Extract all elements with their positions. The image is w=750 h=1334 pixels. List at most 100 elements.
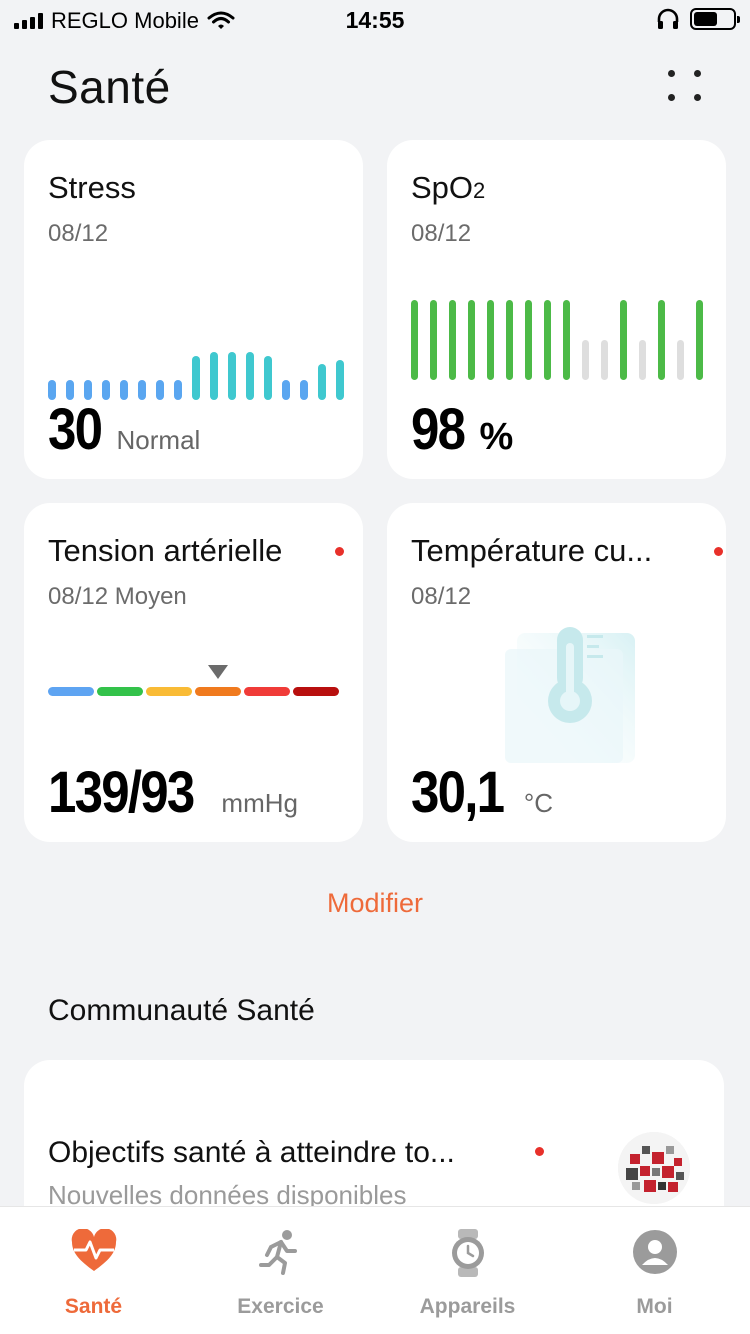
stress-date: 08/12 (48, 220, 109, 247)
carrier-name: REGLO Mobile (51, 8, 199, 33)
temperature-card[interactable]: Température cu... 08/12 30,1 °C (387, 503, 726, 842)
headphones-icon (657, 8, 679, 29)
status-bar: REGLO Mobile 14:55 (0, 0, 750, 40)
stress-bar (210, 352, 218, 400)
bp-value-row: 139/93 mmHg (48, 759, 298, 826)
stress-title: Stress (48, 170, 136, 205)
bp-scale-segment (48, 687, 94, 696)
temperature-date: 08/12 (411, 583, 472, 610)
tab-appareils[interactable]: Appareils (374, 1207, 561, 1334)
stress-bar (48, 380, 56, 400)
bp-scale-segment (293, 687, 339, 696)
bp-unit: mmHg (221, 788, 298, 818)
blood-pressure-card[interactable]: Tension artérielle 08/12 Moyen 139/93 mm… (24, 503, 363, 842)
temperature-unit: °C (523, 788, 554, 818)
bp-scale-segment (195, 687, 241, 696)
bp-scale-segment (244, 687, 290, 696)
spo2-bar (487, 300, 494, 380)
stress-bar (228, 352, 236, 400)
community-card-subtitle: Nouvelles données disponibles (48, 1180, 407, 1210)
clock: 14:55 (345, 7, 405, 33)
stress-bar (282, 380, 290, 400)
spo2-value: 98 (411, 397, 466, 462)
bp-scale-segment (97, 687, 143, 696)
tab-moi[interactable]: Moi (561, 1207, 748, 1334)
stress-bar (318, 364, 326, 400)
heart-pulse-icon (71, 1229, 116, 1271)
spo2-bar (639, 340, 646, 380)
spo2-bar (468, 300, 475, 380)
wifi-icon (207, 11, 235, 29)
stress-bar (102, 380, 110, 400)
watch-icon (451, 1229, 484, 1277)
tab-label: Santé (64, 1295, 123, 1318)
bp-scale-segment (146, 687, 192, 696)
tab-label: Exercice (237, 1295, 324, 1318)
spo2-title-text: SpO (411, 170, 474, 205)
spo2-title-subscript: 2 (473, 178, 486, 203)
temperature-title: Température cu... (411, 533, 653, 568)
stress-value: 30 (48, 397, 103, 462)
stress-bar (246, 352, 254, 400)
spo2-bar (449, 300, 456, 380)
modify-link[interactable]: Modifier (326, 888, 424, 918)
spo2-bar (525, 300, 532, 380)
spo2-bar (563, 300, 570, 380)
spo2-bar (601, 340, 608, 380)
spo2-bar (411, 300, 418, 380)
bp-marker-icon (208, 665, 228, 679)
tab-sante[interactable]: Santé (0, 1207, 187, 1334)
status-left: REGLO Mobile (14, 8, 235, 34)
stress-bar (156, 380, 164, 400)
community-thumbnail (618, 1132, 690, 1204)
tab-label: Appareils (419, 1295, 516, 1318)
battery-icon (690, 8, 740, 30)
stress-bar (336, 360, 344, 400)
spo2-bar (582, 340, 589, 380)
stress-bar (138, 380, 146, 400)
profile-icon (632, 1230, 677, 1274)
notification-dot (714, 547, 723, 556)
spo2-unit: % (479, 416, 514, 458)
stress-bar (66, 380, 74, 400)
spo2-value-row: 98 % (411, 396, 513, 463)
spo2-bar (506, 300, 513, 380)
thermometer-icon (505, 627, 635, 763)
stress-mini-chart (48, 340, 344, 400)
stress-bar (264, 356, 272, 400)
signal-icon (14, 13, 43, 29)
community-section-title: Communauté Santé (48, 994, 315, 1027)
stress-bar (300, 380, 308, 400)
spo2-card[interactable]: SpO2 08/12 98 % (387, 140, 726, 479)
stress-bar (174, 380, 182, 400)
community-card-title: Objectifs santé à atteindre to... (48, 1136, 455, 1169)
spo2-bar (696, 300, 703, 380)
stress-value-row: 30 Normal (48, 396, 200, 463)
spo2-bar (658, 300, 665, 380)
spo2-bar (620, 300, 627, 380)
temperature-value: 30,1 (411, 760, 505, 825)
spo2-date: 08/12 (411, 220, 472, 247)
bp-scale-bar (48, 687, 339, 696)
blood-pressure-title: Tension artérielle (48, 533, 283, 568)
stress-level: Normal (116, 425, 201, 455)
status-right (656, 8, 740, 30)
tab-bar: Santé Exercice Appareils Moi (0, 1206, 750, 1334)
spo2-bar (430, 300, 437, 380)
spo2-mini-chart (411, 300, 703, 380)
notification-dot (535, 1147, 544, 1156)
spo2-bar (544, 300, 551, 380)
stress-bar (120, 380, 128, 400)
stress-card[interactable]: Stress 08/12 30 Normal (24, 140, 363, 479)
notification-dot (335, 547, 344, 556)
spo2-bar (677, 340, 684, 380)
tab-exercice[interactable]: Exercice (187, 1207, 374, 1334)
more-options-icon[interactable] (664, 66, 704, 106)
temperature-value-row: 30,1 °C (411, 759, 553, 826)
page-title: Santé (48, 61, 171, 113)
running-icon (258, 1230, 297, 1275)
bp-value: 139/93 (48, 760, 195, 825)
stress-bar (84, 380, 92, 400)
stress-bar (192, 356, 200, 400)
spo2-title: SpO2 (411, 170, 485, 206)
